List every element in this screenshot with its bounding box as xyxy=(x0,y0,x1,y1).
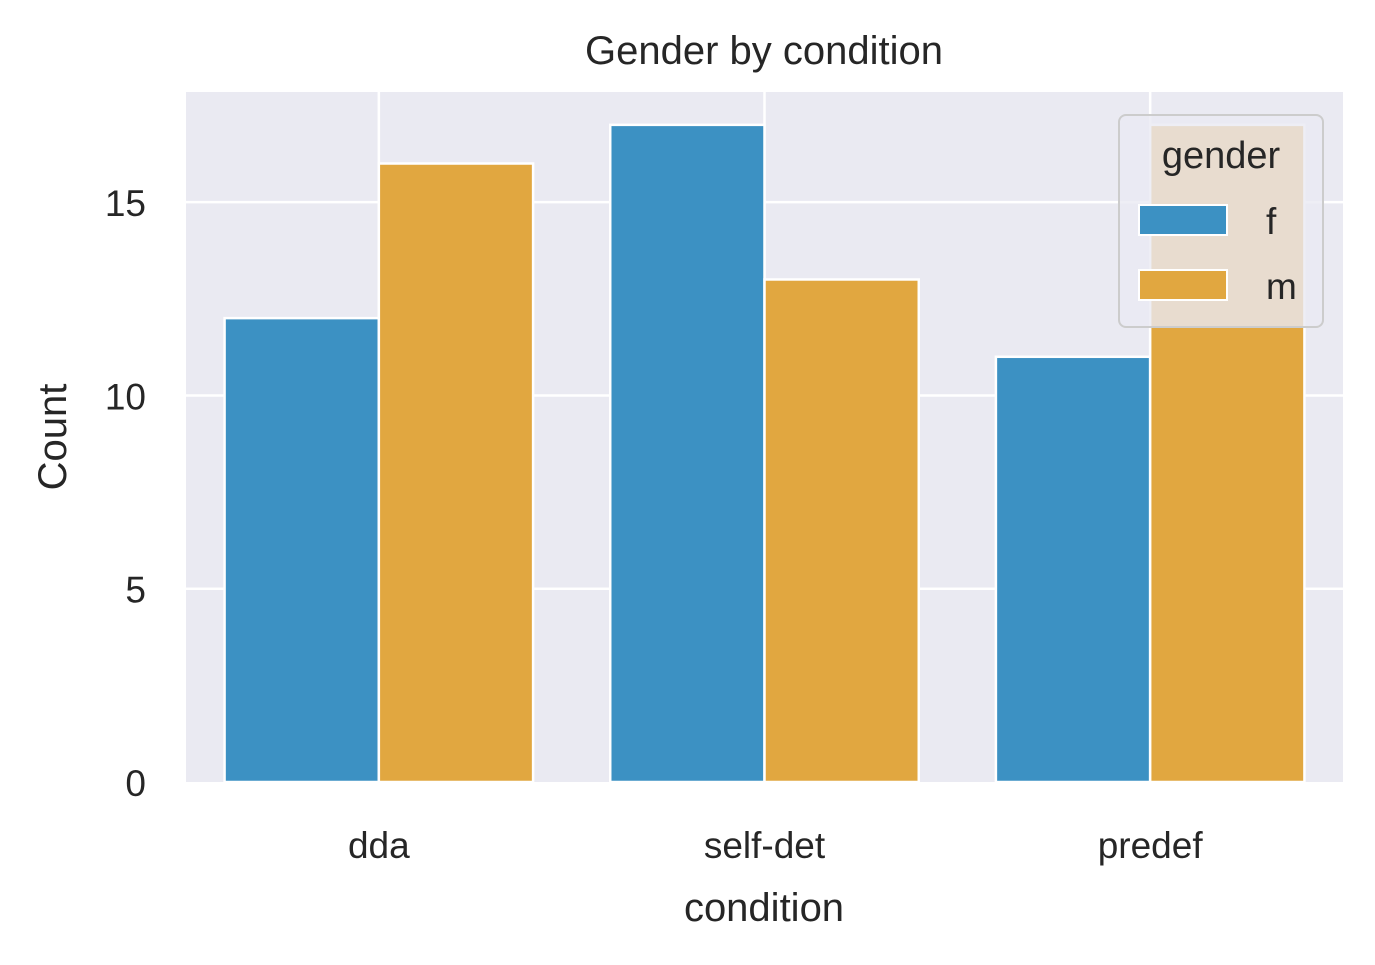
x-tick-label: dda xyxy=(348,825,410,866)
y-tick-label: 15 xyxy=(105,183,146,224)
x-tick-labels: dda self-det predef xyxy=(348,825,1203,866)
bar-f-dda xyxy=(223,316,381,784)
chart-title: Gender by condition xyxy=(585,29,943,73)
bar-m-self-det xyxy=(763,278,921,784)
legend-swatch-f xyxy=(1138,204,1228,236)
legend-label-f: f xyxy=(1266,201,1277,242)
bar-f-self-det xyxy=(608,123,766,784)
bars xyxy=(223,123,1306,784)
y-tick-labels: 0 5 10 15 xyxy=(105,183,146,804)
x-axis-label: condition xyxy=(684,886,844,930)
x-tick-label: self-det xyxy=(704,825,826,866)
legend-label-m: m xyxy=(1266,266,1297,307)
bar-m-dda xyxy=(377,162,535,784)
bar-f-predef xyxy=(994,355,1152,784)
y-tick-label: 0 xyxy=(125,763,146,804)
legend: gender f m xyxy=(1118,114,1324,328)
y-tick-label: 5 xyxy=(125,570,146,611)
x-tick-label: predef xyxy=(1098,825,1204,866)
y-axis-label: Count xyxy=(31,384,75,491)
legend-swatch-m xyxy=(1138,269,1228,301)
legend-title: gender xyxy=(1162,135,1281,177)
y-tick-label: 10 xyxy=(105,376,146,417)
